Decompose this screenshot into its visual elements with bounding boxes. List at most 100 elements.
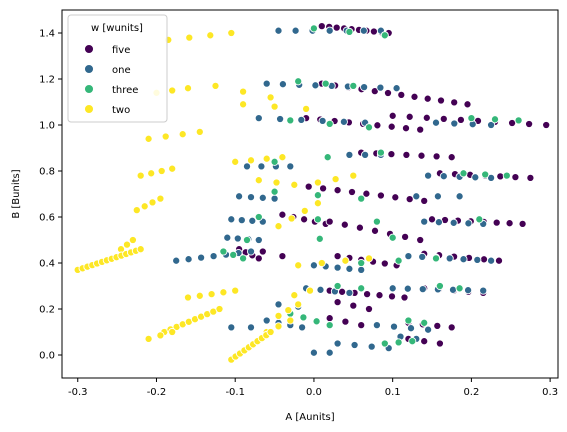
data-point-one bbox=[412, 192, 421, 201]
data-point-five bbox=[375, 291, 384, 300]
data-point-three bbox=[345, 27, 354, 36]
data-point-one bbox=[388, 284, 397, 293]
data-point-one bbox=[404, 252, 413, 261]
data-point-two bbox=[266, 327, 275, 337]
legend-marker-five bbox=[84, 44, 94, 54]
data-point-three bbox=[376, 148, 385, 157]
data-point-one bbox=[418, 252, 427, 261]
legend-label-two: two bbox=[112, 105, 130, 116]
data-point-three bbox=[239, 254, 248, 263]
data-point-one bbox=[325, 26, 334, 35]
data-point-two bbox=[156, 331, 165, 340]
data-point-three bbox=[325, 119, 334, 128]
data-point-three bbox=[435, 281, 444, 291]
axes-frame bbox=[61, 9, 559, 379]
x-tick-label: -0.1 bbox=[225, 387, 245, 398]
data-point-five bbox=[300, 215, 309, 224]
data-point-three bbox=[325, 321, 334, 330]
data-point-five bbox=[370, 226, 380, 235]
data-point-one bbox=[309, 348, 318, 357]
data-point-one bbox=[262, 79, 271, 88]
data-point-one bbox=[172, 256, 181, 265]
data-point-one bbox=[455, 192, 464, 201]
data-point-one bbox=[223, 233, 232, 242]
data-point-five bbox=[254, 254, 263, 263]
x-tick-label: 0.1 bbox=[385, 387, 401, 398]
data-point-one bbox=[450, 119, 459, 128]
data-point-one bbox=[237, 216, 246, 225]
data-point-two bbox=[183, 293, 193, 302]
data-point-five bbox=[492, 218, 501, 227]
x-axis-ticks: -0.3 -0.2 -0.1 0.0 0.1 0.2 0.3 bbox=[68, 378, 558, 398]
data-point-five bbox=[304, 182, 313, 191]
data-point-one bbox=[246, 247, 256, 256]
data-point-five bbox=[447, 323, 456, 332]
data-point-three bbox=[481, 170, 490, 179]
data-point-one bbox=[433, 192, 442, 201]
data-point-two bbox=[168, 327, 177, 337]
data-point-five bbox=[341, 317, 350, 326]
data-point-one bbox=[318, 116, 327, 125]
data-point-five bbox=[427, 215, 437, 224]
y-tick-label: 1.2 bbox=[39, 75, 55, 86]
data-point-five bbox=[436, 96, 446, 105]
data-point-two bbox=[132, 206, 141, 215]
data-point-five bbox=[401, 124, 411, 133]
data-point-five bbox=[435, 339, 444, 348]
data-point-five bbox=[278, 210, 287, 219]
x-tick-label: 0.3 bbox=[542, 387, 558, 398]
data-point-three bbox=[475, 215, 484, 224]
data-point-three bbox=[455, 284, 464, 293]
data-point-five bbox=[496, 172, 505, 181]
data-point-two bbox=[262, 154, 271, 163]
data-point-three bbox=[357, 284, 366, 293]
data-point-three bbox=[420, 318, 429, 327]
data-point-one bbox=[333, 263, 342, 272]
data-point-three bbox=[294, 77, 303, 86]
data-point-three bbox=[254, 212, 263, 222]
data-point-one bbox=[473, 255, 482, 264]
data-point-two bbox=[215, 304, 224, 314]
data-point-one bbox=[339, 117, 348, 126]
data-point-one bbox=[361, 150, 370, 159]
data-point-one bbox=[270, 194, 279, 203]
data-point-two bbox=[231, 157, 240, 166]
data-point-one bbox=[298, 323, 307, 332]
data-point-two bbox=[284, 306, 293, 315]
data-point-three bbox=[408, 337, 417, 346]
data-point-five bbox=[456, 115, 465, 124]
data-point-two bbox=[300, 206, 309, 215]
data-point-one bbox=[424, 325, 433, 334]
data-point-three bbox=[404, 316, 413, 325]
data-point-five bbox=[494, 256, 504, 265]
data-point-two bbox=[206, 31, 215, 40]
data-point-three bbox=[467, 114, 476, 123]
data-point-one bbox=[376, 83, 385, 92]
data-point-five bbox=[447, 153, 456, 162]
data-point-three bbox=[313, 191, 322, 200]
data-point-five bbox=[439, 114, 448, 123]
data-point-two bbox=[294, 261, 303, 270]
data-point-two bbox=[227, 28, 236, 38]
data-point-two bbox=[274, 222, 283, 231]
data-point-three bbox=[321, 79, 330, 88]
data-point-three bbox=[357, 194, 366, 203]
data-point-two bbox=[219, 288, 228, 297]
data-point-three bbox=[242, 235, 252, 245]
data-point-two bbox=[239, 87, 248, 96]
data-point-one bbox=[359, 26, 368, 35]
data-point-two bbox=[195, 127, 204, 136]
legend-title: w [wunits] bbox=[91, 23, 143, 34]
legend-box bbox=[67, 14, 168, 123]
data-point-five bbox=[333, 298, 342, 307]
data-point-one bbox=[471, 173, 480, 182]
data-point-two bbox=[302, 104, 311, 113]
data-point-three bbox=[313, 215, 322, 224]
data-points bbox=[73, 22, 551, 364]
data-point-two bbox=[195, 291, 204, 300]
data-point-two bbox=[349, 171, 358, 180]
data-point-one bbox=[184, 255, 193, 264]
data-point-three bbox=[219, 247, 228, 256]
data-point-five bbox=[518, 219, 527, 228]
